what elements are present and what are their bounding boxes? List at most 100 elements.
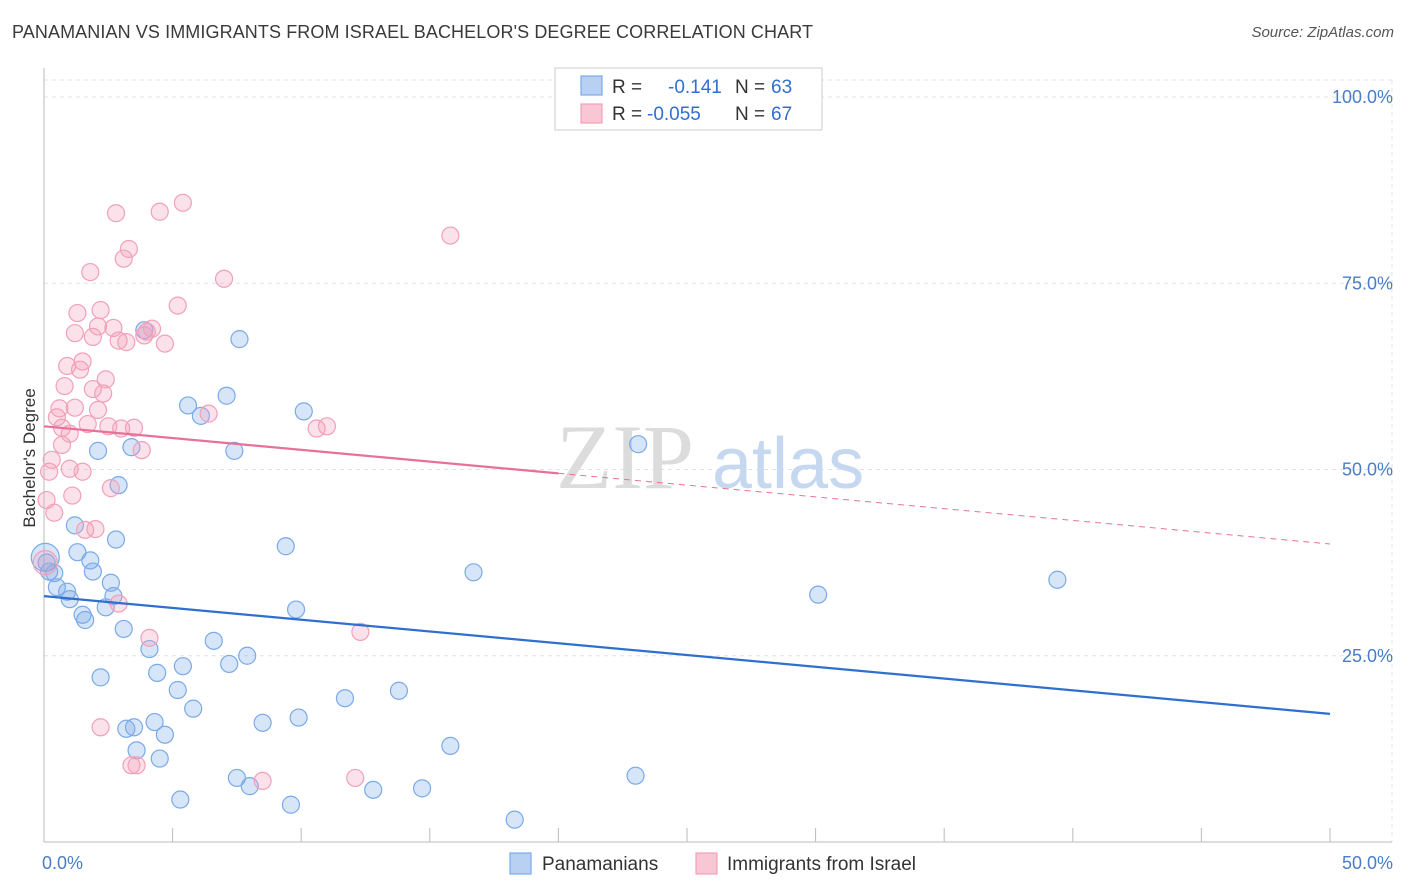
- data-point: [94, 384, 113, 403]
- data-point: [127, 756, 146, 775]
- data-point: [91, 300, 110, 320]
- data-point: [101, 573, 120, 592]
- data-point: [145, 712, 164, 732]
- data-point: [173, 657, 192, 676]
- data-point: [464, 563, 483, 582]
- tick-labels: 25.0% 50.0% 75.0% 100.0% 0.0% 50.0%: [42, 87, 1393, 873]
- data-point: [132, 441, 151, 460]
- data-point: [88, 317, 108, 336]
- data-point: [65, 516, 84, 535]
- data-point: [286, 600, 306, 619]
- data-point: [73, 352, 92, 371]
- data-point: [168, 296, 187, 315]
- data-point: [253, 713, 272, 732]
- data-point: [230, 330, 249, 349]
- data-point: [505, 810, 524, 829]
- data-point: [140, 628, 159, 647]
- data-point: [629, 435, 648, 454]
- legend-swatch-pink: [580, 103, 603, 124]
- bottom-legend-swatch-blue: [509, 852, 532, 875]
- data-point: [1048, 570, 1067, 589]
- data-point: [217, 386, 236, 405]
- source-label: Source: ZipAtlas.com: [1251, 24, 1394, 41]
- grid-lines: [44, 79, 1393, 842]
- data-point: [294, 402, 313, 421]
- data-point: [101, 479, 120, 498]
- data-point: [45, 563, 64, 583]
- data-point: [119, 239, 138, 259]
- legend-r-label: R =: [612, 77, 642, 98]
- data-point: [276, 537, 295, 556]
- data-point: [68, 303, 87, 323]
- data-point: [91, 668, 110, 687]
- data-point: [88, 441, 108, 460]
- data-point: [124, 418, 144, 437]
- data-point: [58, 582, 77, 601]
- y-tick-label: 50.0%: [1342, 460, 1393, 480]
- data-point: [55, 376, 74, 396]
- data-point: [441, 736, 460, 755]
- data-point: [150, 749, 169, 768]
- trend-lines: [43, 425, 1331, 715]
- data-point: [65, 398, 84, 417]
- data-point: [106, 530, 126, 549]
- watermark-zip: ZIP: [556, 406, 694, 508]
- data-point: [171, 790, 190, 809]
- data-point: [83, 562, 102, 581]
- data-point: [63, 486, 82, 505]
- legend-n-label: N =: [735, 77, 765, 98]
- data-point: [83, 327, 102, 346]
- bottom-legend-label-panamanians: Panamanians: [542, 854, 658, 875]
- data-point: [412, 779, 432, 798]
- legend-box: R = -0.141 N = 63 R = -0.055 N = 67: [554, 67, 823, 131]
- data-point: [45, 503, 64, 522]
- data-point: [364, 780, 383, 799]
- y-tick-label: 75.0%: [1342, 273, 1393, 293]
- data-point: [220, 654, 239, 674]
- data-point: [142, 319, 162, 338]
- data-point: [351, 622, 370, 642]
- data-point: [114, 249, 133, 268]
- legend-r-label: R =: [612, 104, 642, 125]
- data-point: [173, 193, 192, 212]
- legend-n-value: 67: [771, 104, 792, 125]
- data-point: [76, 520, 95, 539]
- data-point: [184, 699, 203, 718]
- data-point: [238, 646, 257, 665]
- series-israel: [32, 193, 460, 791]
- data-point: [155, 334, 174, 353]
- data-point: [88, 400, 108, 419]
- data-point: [168, 680, 187, 700]
- data-point: [389, 681, 409, 700]
- bottom-legend-swatch-pink: [695, 852, 718, 875]
- data-point: [96, 370, 115, 389]
- data-point: [81, 551, 100, 570]
- data-point: [150, 202, 169, 221]
- data-point: [178, 396, 198, 415]
- x-tick-label: 0.0%: [42, 853, 83, 873]
- legend-r-value: -0.055: [647, 104, 701, 125]
- data-point: [148, 663, 167, 682]
- data-point: [122, 756, 141, 775]
- y-tick-label: 100.0%: [1332, 87, 1393, 107]
- bottom-legend: Panamanians Immigrants from Israel: [509, 852, 916, 875]
- data-point: [81, 262, 100, 282]
- watermark-atlas: atlas: [712, 424, 864, 504]
- data-point: [73, 605, 92, 624]
- data-point: [281, 795, 301, 814]
- watermark: ZIP atlas: [556, 406, 864, 508]
- trend-line: [43, 425, 559, 475]
- chart-title: PANAMANIAN VS IMMIGRANTS FROM ISRAEL BAC…: [12, 22, 814, 42]
- data-point: [47, 578, 66, 597]
- data-point: [50, 399, 69, 418]
- data-point: [106, 204, 126, 223]
- data-point: [317, 417, 337, 436]
- data-point: [155, 725, 174, 744]
- data-point: [68, 543, 87, 562]
- trend-line-dashed: [558, 472, 1331, 545]
- data-point: [78, 414, 97, 434]
- x-tick-label: 50.0%: [1342, 853, 1393, 873]
- legend-n-label: N =: [735, 104, 765, 125]
- data-point: [40, 462, 59, 481]
- data-point: [289, 708, 308, 727]
